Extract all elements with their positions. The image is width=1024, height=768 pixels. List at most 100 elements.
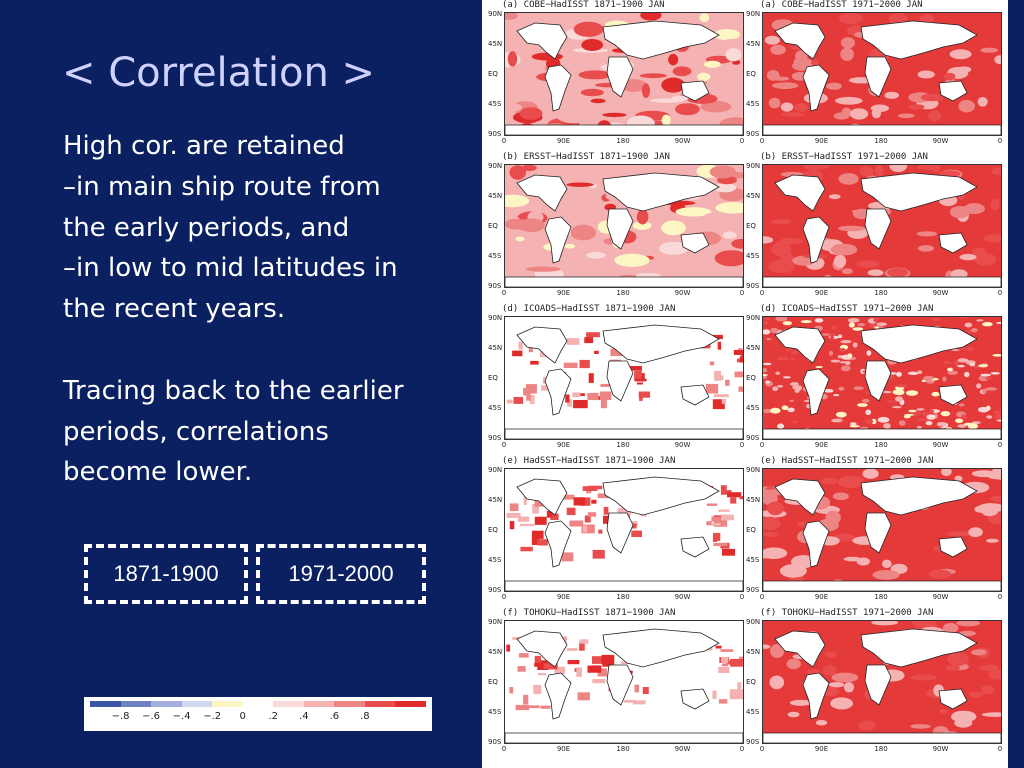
correlation-patch xyxy=(598,529,603,534)
correlation-patch xyxy=(721,656,729,664)
correlation-patch xyxy=(534,662,545,667)
continent-outline xyxy=(544,672,572,720)
correlation-patch xyxy=(507,51,518,67)
slide-body-text: High cor. are retained –in main ship rou… xyxy=(63,126,463,493)
map-panel: (a) COBE−HadISST 1971−2000 JAN 90N 45N EQ 45… xyxy=(746,0,1004,154)
correlation-patch xyxy=(849,425,860,428)
correlation-patch xyxy=(586,252,606,259)
correlation-patch xyxy=(650,258,683,267)
correlation-patch xyxy=(766,338,772,341)
correlation-patch xyxy=(828,682,845,688)
correlation-patch xyxy=(704,60,721,68)
correlation-patch xyxy=(766,70,780,81)
correlation-patch xyxy=(763,408,772,414)
correlation-patch xyxy=(923,375,935,381)
map-panel-title: (a) COBE−HadISST 1871−1900 JAN xyxy=(502,0,665,10)
correlation-patch xyxy=(865,409,872,416)
map-panel: (d) ICOADS−HadISST 1871−1900 JAN 90N 45N EQ… xyxy=(488,304,746,458)
map-panel-title: (d) ICOADS−HadISST 1871−1900 JAN xyxy=(502,304,676,314)
correlation-patch xyxy=(718,509,730,512)
continent-outline xyxy=(774,478,826,516)
correlation-patch xyxy=(839,348,846,352)
correlation-patch xyxy=(529,705,540,709)
correlation-patch xyxy=(671,95,689,101)
correlation-patch xyxy=(959,630,976,637)
correlation-patch xyxy=(826,82,842,90)
correlation-patch xyxy=(720,649,734,652)
correlation-patch xyxy=(639,73,667,79)
correlation-patch xyxy=(722,231,737,239)
longitude-label: 0 xyxy=(501,289,507,297)
correlation-patch xyxy=(505,102,523,113)
correlation-patch xyxy=(895,384,908,388)
correlation-patch xyxy=(584,337,594,344)
color-scale-swatch xyxy=(273,701,304,707)
latitude-label: 45N xyxy=(746,496,761,504)
correlation-patch xyxy=(621,661,630,664)
correlation-patch xyxy=(518,341,523,350)
correlation-patch xyxy=(789,399,794,402)
correlation-patch xyxy=(573,400,588,409)
correlation-patch xyxy=(556,108,591,124)
longitude-label: 0 xyxy=(759,289,765,297)
continent-outline xyxy=(774,630,826,668)
correlation-patch xyxy=(730,658,743,667)
longitude-label: 90E xyxy=(556,137,571,145)
correlation-patch xyxy=(815,366,823,368)
latitude-label: EQ xyxy=(488,222,498,230)
correlation-map xyxy=(504,164,744,288)
correlation-patch xyxy=(850,422,857,426)
body-line: –in main ship route from xyxy=(63,171,381,202)
correlation-patch xyxy=(831,418,842,423)
latitude-label: 45N xyxy=(746,40,761,48)
correlation-patch xyxy=(534,497,544,507)
correlation-patch xyxy=(787,711,800,718)
continent-outline xyxy=(774,22,826,60)
correlation-patch xyxy=(967,423,979,430)
correlation-patch xyxy=(792,420,798,424)
correlation-patch xyxy=(980,503,999,517)
continent-outline xyxy=(802,672,830,720)
map-panel-title: (b) ERSST−HadISST 1971−2000 JAN xyxy=(760,152,928,162)
correlation-patch xyxy=(534,516,547,525)
longitude-label: 90E xyxy=(814,745,829,753)
correlation-patch xyxy=(979,664,999,672)
correlation-patch xyxy=(910,724,931,729)
correlation-patch xyxy=(982,322,993,327)
color-scale-swatch xyxy=(242,701,274,707)
continent-outline xyxy=(602,476,720,516)
correlation-patch xyxy=(931,318,940,322)
correlation-patch xyxy=(594,350,599,354)
map-panel-title: (e) HadSST−HadISST 1971−2000 JAN xyxy=(760,456,934,466)
correlation-patch xyxy=(520,523,535,527)
correlation-map xyxy=(504,468,744,592)
correlation-patch xyxy=(949,205,970,219)
correlation-patch xyxy=(721,38,743,45)
correlation-patch xyxy=(897,113,915,119)
longitude-label: 90W xyxy=(674,593,691,601)
correlation-patch xyxy=(570,224,597,241)
longitude-label: 90W xyxy=(674,745,691,753)
latitude-label: EQ xyxy=(746,70,756,78)
correlation-patch xyxy=(921,411,928,416)
correlation-patch xyxy=(980,47,999,53)
correlation-patch xyxy=(580,88,604,97)
continent-outline xyxy=(505,732,743,743)
correlation-patch xyxy=(961,414,967,420)
correlation-maps-figure: (a) COBE−HadISST 1871−1900 JAN 90N 45N EQ 45… xyxy=(482,0,1008,768)
latitude-label: 90N xyxy=(746,314,761,322)
longitude-label: 0 xyxy=(759,745,765,753)
correlation-patch xyxy=(566,182,594,187)
correlation-patch xyxy=(636,382,643,385)
latitude-label: 45S xyxy=(746,100,760,108)
correlation-patch xyxy=(958,403,965,407)
correlation-map xyxy=(504,12,744,136)
correlation-patch xyxy=(843,682,855,693)
correlation-patch xyxy=(532,504,539,514)
correlation-patch xyxy=(714,394,729,398)
correlation-patch xyxy=(793,57,812,66)
correlation-patch xyxy=(857,403,868,407)
correlation-patch xyxy=(954,360,959,366)
correlation-patch xyxy=(541,165,558,174)
correlation-patch xyxy=(865,419,874,424)
